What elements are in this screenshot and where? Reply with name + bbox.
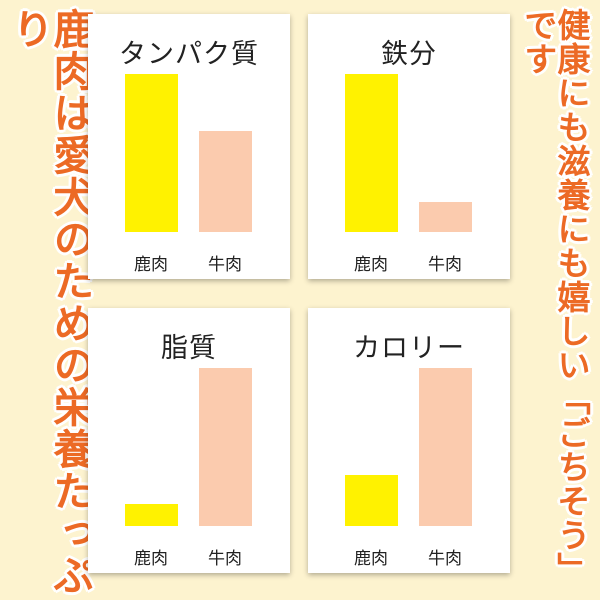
fat-chart-panel: 脂質 鹿肉 牛肉 [88, 308, 290, 573]
protein-beef-bar [199, 130, 252, 232]
iron-chart-panel: 鉄分 鹿肉 牛肉 [308, 14, 510, 279]
calorie-deer-label: 鹿肉 [354, 549, 388, 569]
iron-chart-title: 鉄分 [381, 39, 437, 70]
fat-beef-label: 牛肉 [208, 549, 242, 569]
calorie-chart-title: カロリー [353, 333, 465, 364]
iron-deer-label: 鹿肉 [354, 255, 388, 275]
iron-beef-label: 牛肉 [428, 255, 462, 275]
protein-chart-title: タンパク質 [119, 39, 259, 70]
calorie-beef-bar [419, 368, 472, 526]
fat-beef-bar [199, 368, 252, 526]
calorie-deer-bar [345, 475, 398, 526]
protein-deer-label: 鹿肉 [134, 255, 168, 275]
iron-deer-bar [345, 74, 398, 232]
right-tagline: 健康にも滋養にも嬉しい「ごちそう」です [519, 8, 591, 586]
fat-deer-label: 鹿肉 [134, 549, 168, 569]
protein-chart-panel: タンパク質 鹿肉 牛肉 [88, 14, 290, 279]
iron-beef-bar [419, 201, 472, 232]
calorie-chart-panel: カロリー 鹿肉 牛肉 [308, 308, 510, 573]
calorie-beef-label: 牛肉 [428, 549, 462, 569]
protein-deer-bar [125, 74, 178, 232]
fat-chart-title: 脂質 [161, 333, 217, 364]
protein-beef-label: 牛肉 [208, 255, 242, 275]
fat-deer-bar [125, 503, 178, 526]
left-tagline: 鹿肉は愛犬のための栄養たっぷり [5, 8, 94, 596]
